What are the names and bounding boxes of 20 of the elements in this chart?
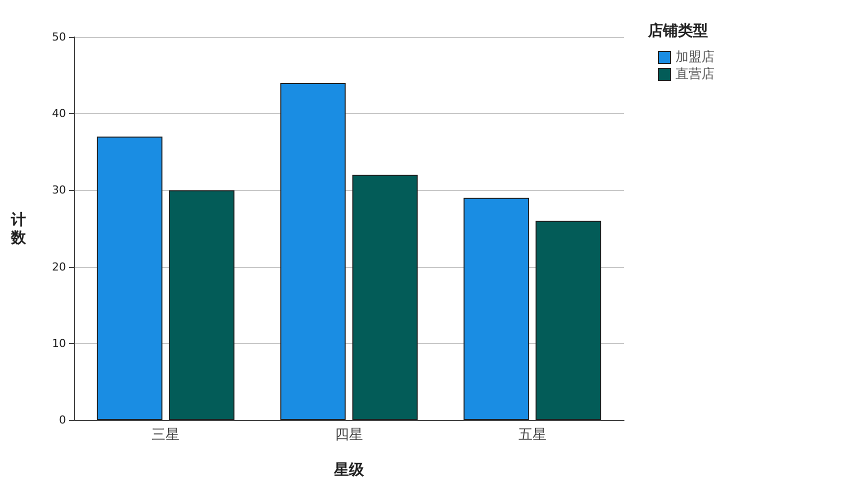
legend-label: 加盟店 — [676, 49, 714, 65]
x-tick-label: 三星 — [152, 427, 180, 443]
bar — [464, 198, 530, 420]
bar — [280, 82, 346, 420]
bar — [168, 190, 234, 420]
y-tick-label: 10 — [52, 336, 66, 350]
y-tick-label: 50 — [52, 30, 66, 44]
bar — [96, 136, 162, 420]
bar — [536, 220, 602, 420]
y-tick-label: 20 — [52, 260, 66, 274]
y-tick-label: 0 — [59, 414, 66, 426]
legend-label: 直营店 — [676, 66, 714, 82]
x-tick-label: 四星 — [335, 427, 363, 443]
x-tick-label: 五星 — [518, 427, 546, 443]
y-axis-title: 计数 — [10, 210, 27, 246]
legend-title: 店铺类型 — [647, 22, 708, 40]
bar — [352, 174, 418, 420]
y-tick-label: 30 — [52, 184, 66, 197]
x-axis-title: 星级 — [333, 460, 365, 478]
y-tick-label: 40 — [52, 107, 66, 120]
